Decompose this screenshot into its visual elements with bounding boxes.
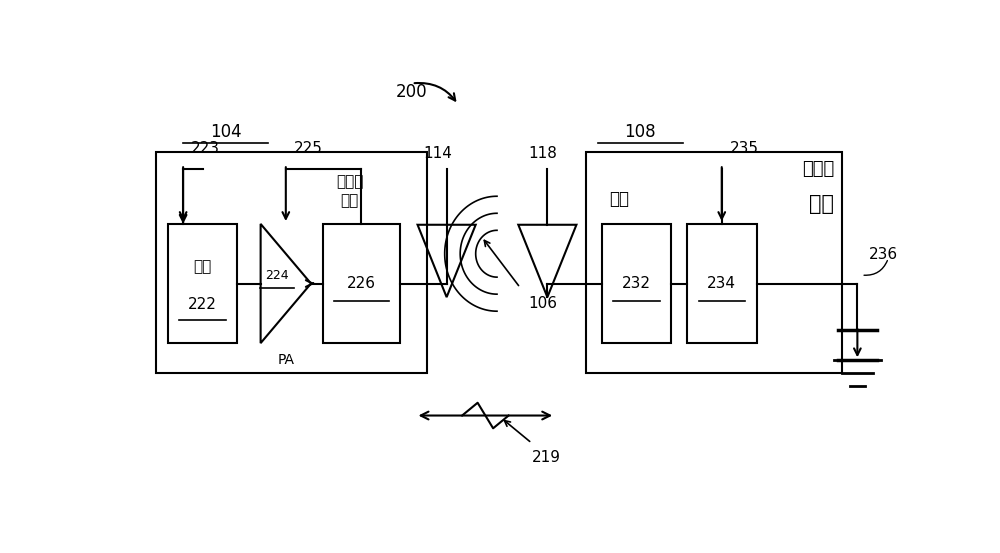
Text: 224: 224 <box>266 269 289 281</box>
Text: PA: PA <box>277 353 294 367</box>
Text: 236: 236 <box>869 247 898 262</box>
Text: 232: 232 <box>622 276 651 291</box>
Text: 振荡: 振荡 <box>193 259 212 274</box>
Text: 滤波，: 滤波， <box>336 174 363 189</box>
Bar <box>687 224 757 343</box>
Bar <box>602 224 671 343</box>
Bar <box>168 224 237 343</box>
Text: 118: 118 <box>528 146 557 161</box>
Bar <box>586 152 842 373</box>
Text: 114: 114 <box>423 146 452 161</box>
Text: 219: 219 <box>532 450 561 465</box>
Text: 225: 225 <box>294 141 322 156</box>
Text: 匹配: 匹配 <box>341 193 359 208</box>
Text: 234: 234 <box>707 276 736 291</box>
Text: 匹配: 匹配 <box>609 190 629 208</box>
Text: 200: 200 <box>396 84 428 101</box>
Text: 223: 223 <box>191 141 220 156</box>
Text: 106: 106 <box>528 296 557 311</box>
Text: 235: 235 <box>730 141 759 156</box>
Bar <box>156 152 427 373</box>
Bar <box>323 224 400 343</box>
Text: 222: 222 <box>188 298 217 312</box>
Text: 104: 104 <box>210 123 242 141</box>
Text: 开关: 开关 <box>809 194 834 214</box>
Text: 整流器: 整流器 <box>802 160 834 178</box>
Text: 226: 226 <box>347 276 376 291</box>
Text: 108: 108 <box>625 123 656 141</box>
